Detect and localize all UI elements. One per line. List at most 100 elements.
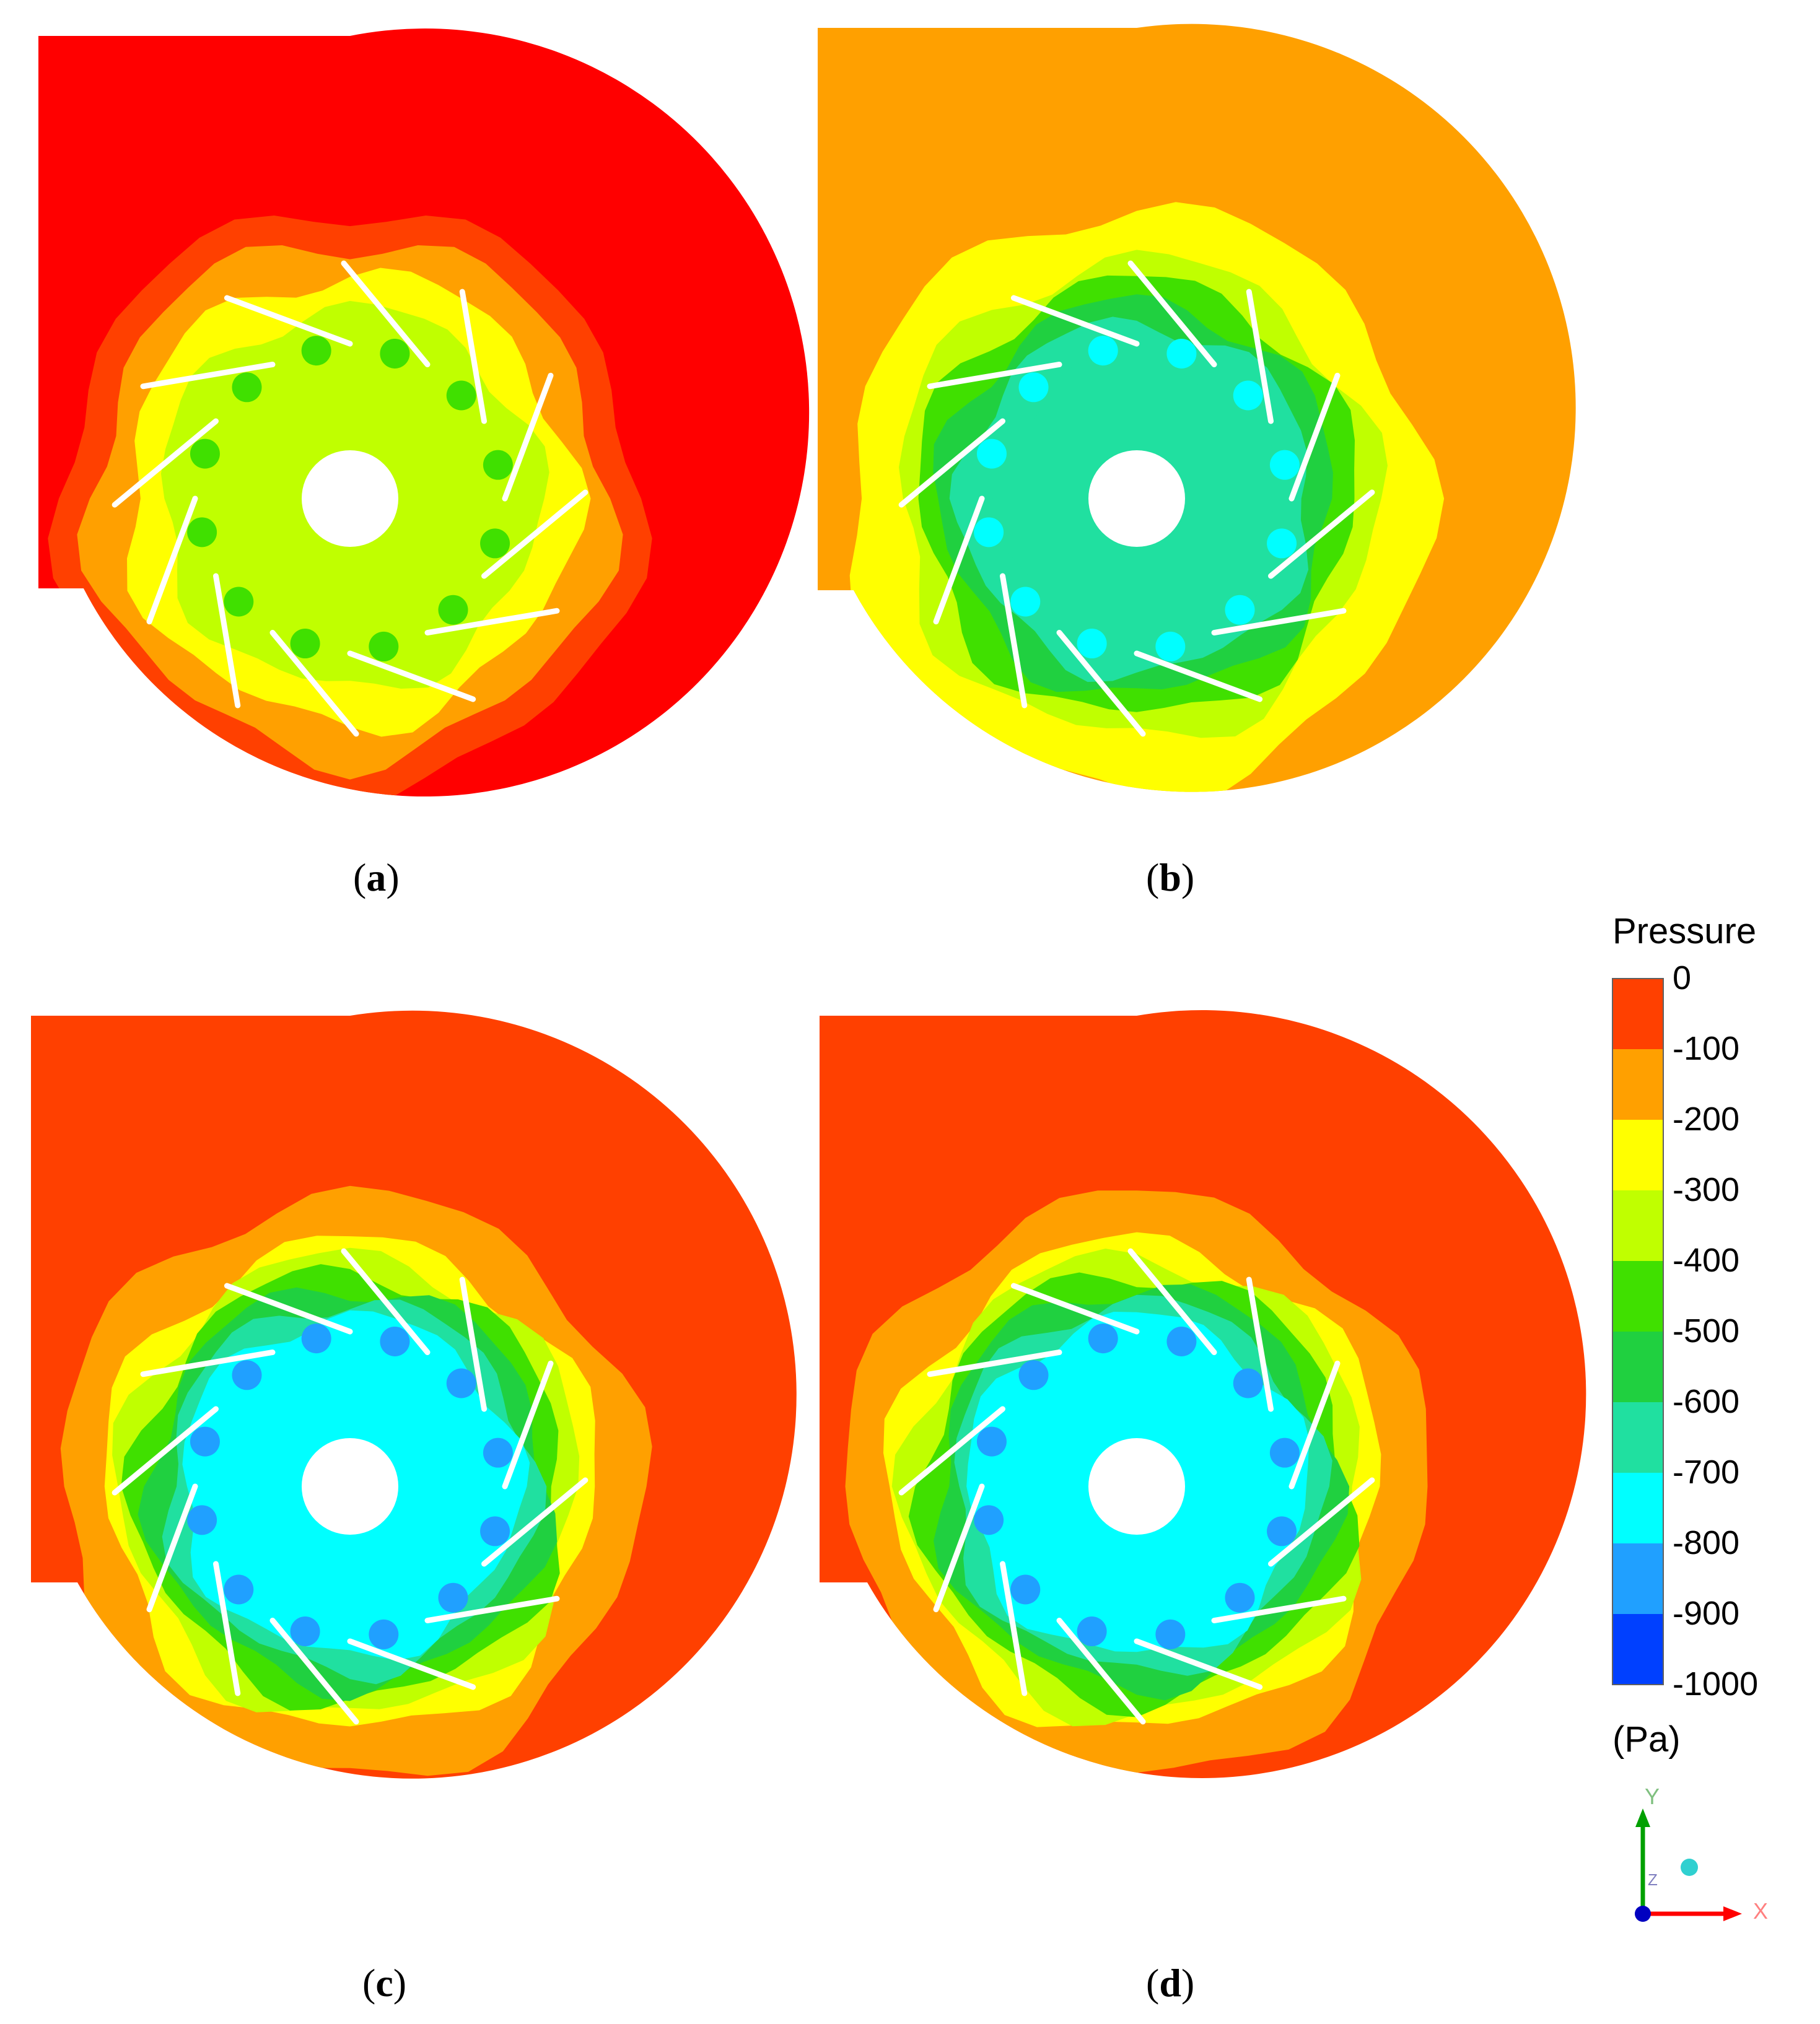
blade-low-pressure-spot <box>1269 1437 1300 1468</box>
legend-color-swatch <box>1612 1049 1663 1120</box>
impeller-blade <box>1010 1283 1140 1335</box>
impeller-blade <box>1127 1248 1217 1355</box>
blade-low-pressure-spot <box>1010 1574 1041 1605</box>
impeller-blade <box>1288 1360 1341 1490</box>
blade-low-pressure-spot <box>301 336 331 366</box>
blade-low-pressure-spot <box>1088 336 1118 366</box>
impeller-blade <box>347 1638 476 1690</box>
blade-low-pressure-spot <box>187 517 217 547</box>
legend-tick-label: -200 <box>1673 1101 1740 1138</box>
legend-color-swatch <box>1612 1614 1663 1685</box>
impeller-blade <box>341 260 431 367</box>
impeller-blade <box>1288 372 1341 502</box>
impeller-blade <box>269 630 359 737</box>
impeller-blade <box>898 418 1005 508</box>
impeller-hub <box>302 1438 398 1535</box>
blade-low-pressure-spot <box>1088 1324 1118 1354</box>
impeller-blade <box>1211 608 1347 636</box>
legend-tick-label: -600 <box>1673 1383 1740 1420</box>
blade-low-pressure-spot <box>1267 528 1297 559</box>
blade-low-pressure-spot <box>380 1326 410 1356</box>
impeller-hub <box>1088 450 1185 547</box>
impeller-hub <box>302 450 398 547</box>
impeller-blade <box>140 361 276 390</box>
blade-low-pressure-spot <box>480 528 510 559</box>
blade-low-pressure-spot <box>1077 1616 1107 1647</box>
blade-low-pressure-spot <box>290 1616 320 1647</box>
blade-low-pressure-spot <box>1166 1326 1197 1356</box>
blade-low-pressure-spot <box>190 438 220 469</box>
panel-caption-d: (d) <box>1146 1961 1195 2005</box>
impeller-blade <box>1268 489 1375 579</box>
legend-color-swatch <box>1612 1473 1663 1543</box>
impeller-blade <box>424 608 560 636</box>
impeller-blade <box>341 1248 431 1355</box>
impeller-blade <box>224 1283 353 1335</box>
blade-low-pressure-spot <box>1233 1368 1263 1398</box>
blade-low-pressure-spot <box>1225 1582 1255 1613</box>
triad-x-label: X <box>1753 1898 1769 1924</box>
blade-low-pressure-spot <box>301 1324 331 1354</box>
panel-caption-c: (c) <box>362 1961 407 2005</box>
blade-low-pressure-spot <box>483 1437 513 1468</box>
triad-view-sphere <box>1681 1859 1698 1876</box>
blade-low-pressure-spot <box>1010 587 1041 617</box>
legend-tick-label: -700 <box>1673 1454 1740 1491</box>
impeller-blade <box>347 650 476 702</box>
impeller-blade <box>927 1349 1062 1377</box>
legend-color-swatch <box>1612 979 1663 1049</box>
blade-low-pressure-spot <box>480 1516 510 1546</box>
impeller-blade <box>146 1483 198 1613</box>
impeller-blade <box>424 1595 560 1624</box>
blade-low-pressure-spot <box>232 372 262 403</box>
triad-y-label: Y <box>1645 1784 1660 1809</box>
legend-tick-label: -300 <box>1673 1171 1740 1208</box>
legend-color-swatch <box>1612 1332 1663 1402</box>
blade-low-pressure-spot <box>369 631 399 661</box>
impeller-blade <box>898 1406 1005 1496</box>
blade-low-pressure-spot <box>380 338 410 369</box>
blade-low-pressure-spot <box>974 517 1004 547</box>
impeller-blade <box>1127 260 1217 367</box>
blade-low-pressure-spot <box>483 450 513 480</box>
impeller-blade <box>927 361 1062 390</box>
blade-low-pressure-spot <box>974 1505 1004 1535</box>
blade-low-pressure-spot <box>446 1368 476 1398</box>
impeller-blade <box>224 295 353 347</box>
blade-low-pressure-spot <box>1077 629 1107 659</box>
blade-low-pressure-spot <box>438 595 468 625</box>
blade-low-pressure-spot <box>1018 372 1049 403</box>
legend-color-swatch <box>1612 1543 1663 1614</box>
impeller-blade <box>269 1618 359 1725</box>
impeller-blade <box>1134 1638 1263 1690</box>
legend-tick-label: -900 <box>1673 1595 1740 1632</box>
impeller-blade <box>933 495 985 625</box>
impeller-blade <box>1246 289 1274 424</box>
impeller-blade <box>146 495 198 625</box>
blade-low-pressure-spot <box>369 1619 399 1649</box>
blade-low-pressure-spot <box>224 1574 254 1605</box>
blade-low-pressure-spot <box>190 1426 220 1457</box>
legend-color-swatch <box>1612 1190 1663 1261</box>
impeller-blade <box>999 573 1028 709</box>
legend-title: Pressure <box>1612 911 1757 951</box>
blade-low-pressure-spot <box>232 1360 262 1390</box>
blade-low-pressure-spot <box>187 1505 217 1535</box>
impeller-blade <box>112 1406 219 1496</box>
blade-low-pressure-spot <box>1269 450 1300 480</box>
legend-tick-label: -500 <box>1673 1312 1740 1350</box>
blade-low-pressure-spot <box>1155 631 1186 661</box>
legend-tick-label: -100 <box>1673 1030 1740 1067</box>
blade-low-pressure-spot <box>1233 380 1263 411</box>
blade-low-pressure-spot <box>438 1582 468 1613</box>
impeller-blade <box>481 489 588 579</box>
impeller-blade <box>502 372 554 502</box>
panel-caption-b: (b) <box>1146 855 1195 899</box>
blade-low-pressure-spot <box>290 629 320 659</box>
blade-low-pressure-spot <box>976 1426 1007 1457</box>
impeller-blade <box>459 289 488 424</box>
legend-color-swatch <box>1612 1120 1663 1190</box>
